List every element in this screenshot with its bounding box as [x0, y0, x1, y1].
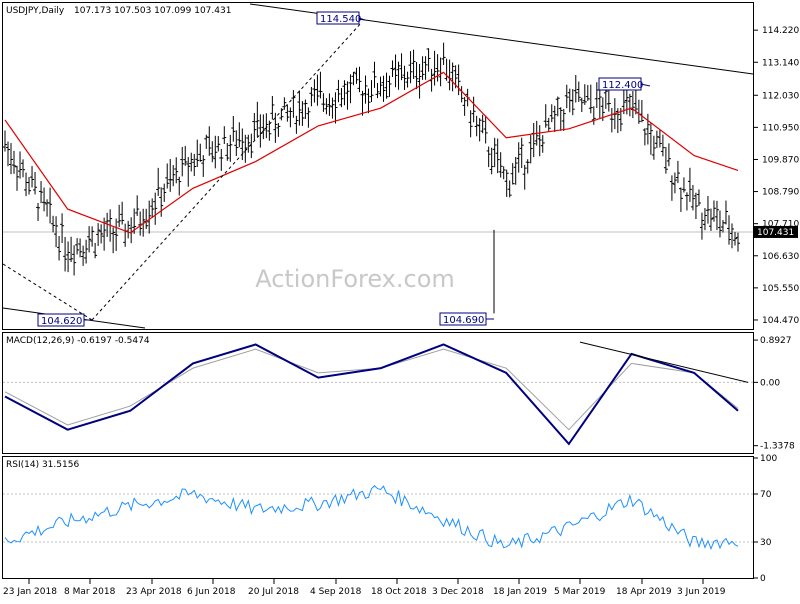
annotation-leader: [358, 17, 366, 21]
x-tick-label: 3 Jun 2019: [677, 587, 726, 597]
rsi-line: [4, 485, 739, 551]
current-price-box: [754, 225, 798, 238]
rsi-tick-label: 100: [760, 454, 777, 464]
x-tick-label: 18 Apr 2019: [616, 587, 672, 597]
x-tick-label: 4 Sep 2018: [310, 587, 362, 597]
x-tick-label: 8 Mar 2018: [64, 587, 116, 597]
ohlc-label: 107.173 107.503 107.099 107.431: [74, 6, 231, 16]
symbol-label: USDJPY,Daily: [6, 6, 65, 16]
x-tick-label: 5 Mar 2019: [554, 587, 606, 597]
price-tick-label: 113.140: [762, 58, 799, 68]
x-tick-label: 18 Jan 2019: [493, 587, 547, 597]
moving-average: [4, 71, 739, 234]
price-tick-label: 109.870: [762, 155, 799, 165]
rsi-plot: 100 70 30 0: [3, 454, 777, 584]
price-panel-frame: [2, 2, 754, 330]
rsi-tick-label: 0: [760, 574, 766, 584]
dashed-trendline-left: [2, 263, 93, 321]
annotation-label-low_mar: 104.620: [41, 316, 82, 327]
x-axis: 23 Jan 2018 8 Mar 2018 23 Apr 2018 6 Jun 20…: [3, 579, 726, 597]
macd-tick-label: 0.00: [760, 378, 780, 388]
macd-line: [4, 343, 739, 446]
rsi-tick-label: 70: [760, 490, 772, 500]
annotation-label-high_sep: 114.540: [320, 14, 361, 25]
price-annotations: 114.540 104.620 104.690 112.400: [37, 11, 651, 327]
annotation-leader: [640, 83, 651, 87]
price-tick-label: 110.950: [762, 123, 799, 133]
rsi-panel-frame: [2, 456, 754, 579]
x-tick-label: 23 Apr 2018: [126, 587, 182, 597]
price-tick-label: 114.220: [762, 26, 799, 36]
price-tick-label: 104.470: [762, 316, 799, 326]
price-tick-label: 105.550: [762, 284, 799, 294]
macd-trendline: [579, 341, 749, 383]
annotation-label-high_apr: 112.400: [602, 80, 643, 91]
x-tick-label: 23 Jan 2018: [3, 587, 57, 597]
price-tick-label: 112.030: [762, 91, 799, 101]
x-tick-label: 18 Oct 2018: [371, 587, 427, 597]
watermark-text: ActionForex.com: [255, 265, 455, 293]
macd-tick-label: 0.8927: [760, 336, 792, 346]
dashed-trendline-rise: [91, 21, 363, 321]
macd-label: MACD(12,26,9) -0.6197 -0.5474: [6, 336, 150, 346]
price-tick-label: 106.630: [762, 252, 799, 262]
macd-plot: 0.8927 0.00 -1.3378: [3, 336, 795, 452]
x-tick-label: 3 Dec 2018: [432, 587, 484, 597]
price-y-axis: 114.220 113.140 112.030 110.950 109.870 108.7…: [753, 26, 799, 326]
x-tick-label: 6 Jun 2018: [187, 587, 236, 597]
annotation-label-low_jan: 104.690: [443, 315, 484, 326]
macd-panel-frame: [2, 332, 754, 454]
moving-average-line: [4, 71, 739, 234]
x-tick-label: 20 Jul 2018: [248, 587, 299, 597]
macd-signal-line: [4, 348, 739, 431]
price-tick-label: 108.790: [762, 188, 799, 198]
current-price-label: 107.431: [757, 228, 794, 238]
price-tick-label: 107.710: [762, 220, 799, 230]
rsi-tick-label: 30: [760, 538, 772, 548]
macd-tick-label: -1.3378: [760, 442, 795, 452]
rsi-label: RSI(14) 31.5156: [6, 460, 79, 470]
